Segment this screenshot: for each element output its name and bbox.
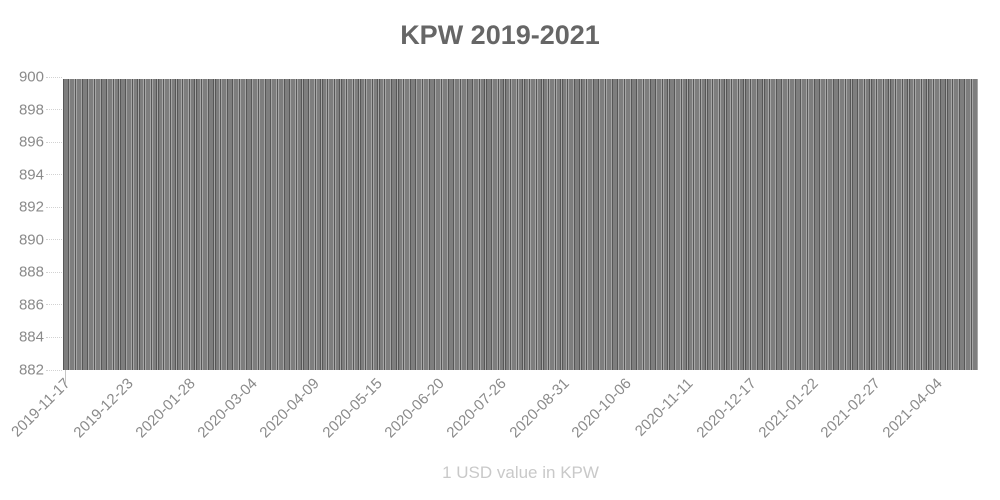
x-tick-label: 2020-04-09 <box>256 375 324 442</box>
x-tick-label: 2021-01-22 <box>755 375 822 442</box>
y-tick-label: 892 <box>18 198 44 216</box>
y-gridline <box>46 369 62 371</box>
y-tick-label: 884 <box>18 328 44 346</box>
x-tick-label: 2020-11-11 <box>632 375 698 440</box>
x-tick-label: 2020-06-20 <box>381 375 448 442</box>
axis-caption: 1 USD value in KPW <box>442 463 599 482</box>
x-axis-tick <box>65 370 66 384</box>
y-gridline <box>46 141 62 143</box>
x-tick-label: 2021-02-27 <box>817 375 884 442</box>
y-tick-label: 900 <box>18 68 44 86</box>
y-gridline <box>46 304 62 306</box>
x-tick-label: 2020-03-04 <box>194 375 261 442</box>
x-tick-label: 2019-12-23 <box>70 375 137 442</box>
x-tick-label: 2020-07-26 <box>443 375 511 442</box>
plot-area <box>63 77 978 370</box>
x-tick-label: 2020-10-06 <box>568 375 635 442</box>
y-gridline <box>46 174 62 176</box>
x-tick-label: 2020-12-17 <box>693 375 760 442</box>
y-tick-label: 894 <box>18 166 44 184</box>
y-gridline <box>46 239 62 241</box>
x-tick-label: 2019-11-17 <box>8 375 75 441</box>
y-tick-label: 888 <box>18 263 44 281</box>
bar-series <box>63 78 978 370</box>
y-tick-label: 890 <box>18 231 44 249</box>
y-tick-label: 882 <box>18 361 44 379</box>
y-gridline <box>46 271 62 273</box>
y-gridline <box>46 206 62 208</box>
x-tick-label: 2020-08-31 <box>506 375 573 442</box>
y-gridline <box>46 336 62 338</box>
y-tick-label: 898 <box>18 101 44 119</box>
x-tick-label: 2021-04-04 <box>879 375 947 442</box>
y-tick-label: 896 <box>18 133 44 151</box>
x-tick-label: 2020-01-28 <box>132 375 199 442</box>
x-tick-label: 2020-05-15 <box>319 375 386 442</box>
chart-title: KPW 2019-2021 <box>400 20 600 50</box>
y-gridline <box>46 109 62 111</box>
y-tick-label: 886 <box>18 296 44 314</box>
y-gridline <box>46 76 62 78</box>
